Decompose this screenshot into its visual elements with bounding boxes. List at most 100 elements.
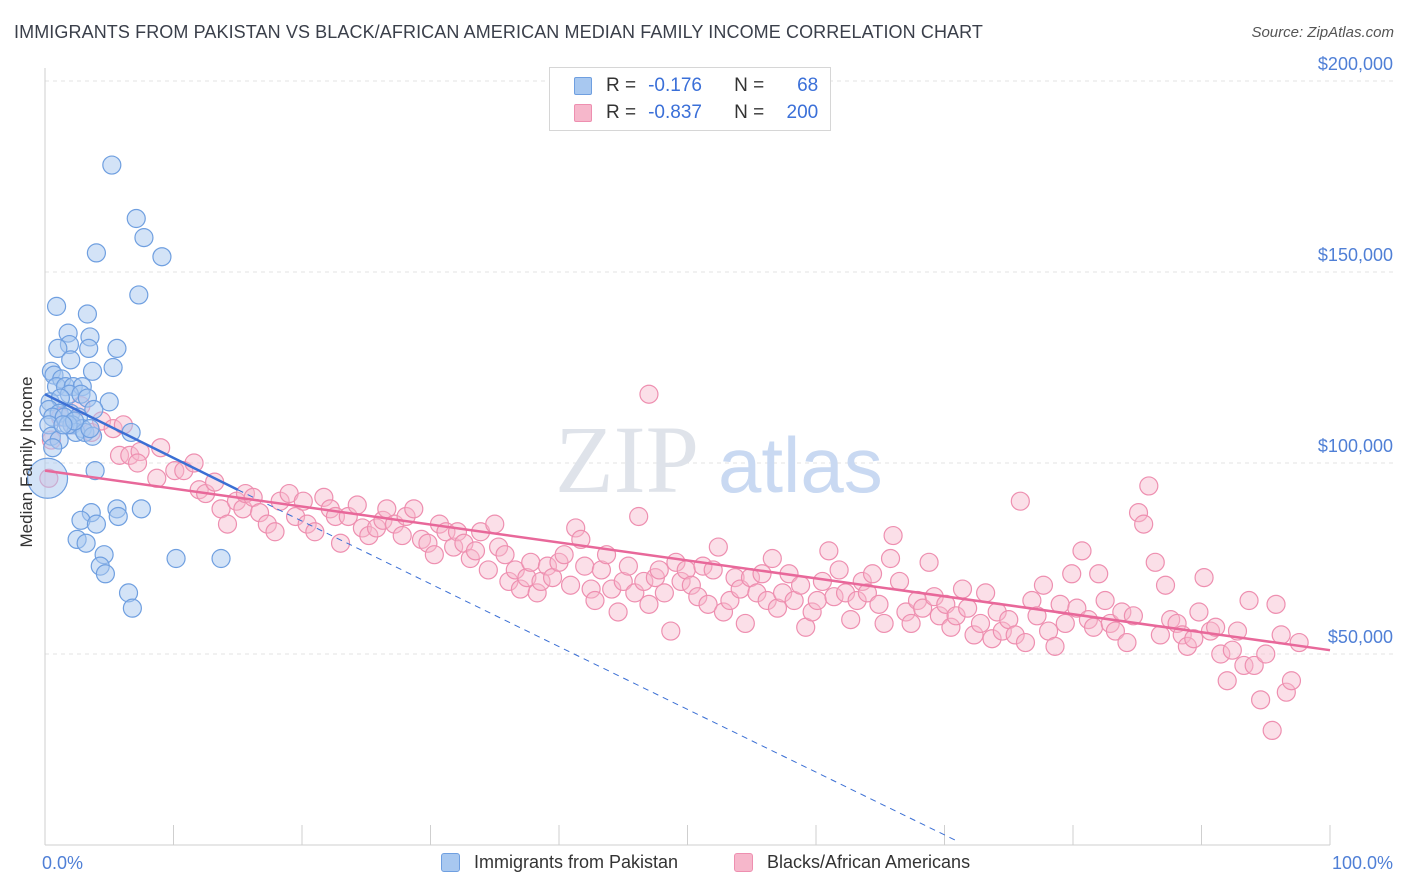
point-black-african-american <box>120 445 140 465</box>
point-pakistan <box>46 296 67 316</box>
point-black-african-american <box>505 560 525 580</box>
point-black-african-american <box>762 548 782 569</box>
y-tick-label: $200,000 <box>1318 54 1393 74</box>
point-black-african-american <box>465 541 486 561</box>
point-black-african-american <box>812 571 833 592</box>
point-black-african-american <box>688 587 708 607</box>
x-tick-label-min: 0.0% <box>42 853 83 873</box>
point-black-african-american <box>970 613 991 634</box>
y-tick-label: $150,000 <box>1318 245 1393 265</box>
point-black-african-american <box>1211 644 1231 664</box>
point-black-african-american <box>359 525 379 546</box>
point-black-african-american <box>698 594 718 614</box>
series-legend: Immigrants from Pakistan Blacks/African … <box>0 852 1406 878</box>
point-pakistan <box>79 338 99 358</box>
legend-r-value: -0.837 <box>648 102 702 123</box>
point-black-african-american <box>1266 594 1286 614</box>
point-black-african-american <box>1145 552 1165 572</box>
point-black-african-american <box>713 602 734 622</box>
point-black-african-american <box>1015 632 1036 653</box>
watermark-atlas: atlas <box>718 421 883 509</box>
point-black-african-american <box>1083 617 1104 637</box>
legend-swatch-pink <box>574 104 592 122</box>
point-black-african-american <box>613 571 633 592</box>
legend-label-black: Blacks/African Americans <box>767 852 971 872</box>
point-black-african-american <box>1139 476 1159 496</box>
point-black-african-american <box>1177 636 1197 656</box>
point-black-african-american <box>249 503 270 523</box>
point-black-african-american <box>527 583 547 603</box>
point-black-african-american <box>366 518 387 538</box>
point-black-african-american <box>566 518 586 538</box>
point-black-african-american <box>608 602 628 622</box>
point-black-african-american <box>575 556 595 576</box>
point-pakistan <box>86 243 107 263</box>
point-black-african-american <box>1055 613 1075 634</box>
point-pakistan <box>126 208 146 229</box>
point-pakistan <box>95 564 115 584</box>
point-black-african-american <box>1117 632 1137 653</box>
point-black-african-american <box>919 552 939 572</box>
point-black-african-american <box>1027 606 1047 626</box>
point-black-african-american <box>824 587 844 607</box>
point-black-african-american <box>883 525 903 546</box>
point-black-african-american <box>747 583 767 603</box>
point-black-african-american <box>829 560 849 580</box>
watermark: ZIP atlas <box>555 406 883 513</box>
point-black-african-american <box>499 571 519 592</box>
point-black-african-american <box>654 583 674 603</box>
point-black-african-american <box>1033 575 1054 595</box>
point-black-african-american <box>958 598 978 618</box>
point-black-african-american <box>314 487 334 507</box>
point-black-african-american <box>1134 514 1154 534</box>
y-tick-label: $50,000 <box>1328 627 1393 647</box>
point-black-african-american <box>757 590 777 611</box>
point-black-african-american <box>1067 598 1087 618</box>
trend-black-african-american <box>44 469 1331 652</box>
point-black-african-american <box>1222 640 1242 660</box>
point-black-african-american <box>964 625 984 645</box>
point-black-african-american <box>869 594 889 614</box>
point-black-african-american <box>941 617 961 637</box>
point-black-african-american <box>752 564 772 584</box>
point-black-african-american <box>1128 503 1149 523</box>
point-pakistan <box>211 548 231 569</box>
point-black-african-american <box>265 522 285 542</box>
point-black-african-american <box>257 514 277 534</box>
point-black-african-american <box>639 384 659 404</box>
point-black-african-american <box>1062 564 1082 584</box>
point-black-african-american <box>560 575 581 595</box>
point-pakistan <box>61 350 81 370</box>
point-black-african-american <box>880 548 901 569</box>
point-black-african-american <box>1072 541 1092 561</box>
point-pakistan <box>102 155 122 175</box>
point-black-african-american <box>681 575 701 595</box>
point-pakistan <box>134 228 154 248</box>
legend-item-black[interactable]: Blacks/African Americans <box>734 852 970 873</box>
axes <box>44 68 1331 846</box>
point-pakistan <box>103 357 123 378</box>
x-tick-label-max: 100.0% <box>1332 853 1393 873</box>
point-black-african-american <box>1262 720 1282 741</box>
point-black-african-american <box>1189 602 1209 622</box>
legend-item-pakistan[interactable]: Immigrants from Pakistan <box>441 852 678 873</box>
point-black-african-american <box>537 556 558 576</box>
point-black-african-american <box>1123 606 1143 626</box>
chart-title: IMMIGRANTS FROM PAKISTAN VS BLACK/AFRICA… <box>14 22 984 42</box>
point-black-african-american <box>495 545 515 565</box>
point-black-african-american <box>1089 564 1109 584</box>
source-label: Source: ZipAtlas.com <box>1251 24 1394 41</box>
legend-r-label: R = <box>606 75 637 96</box>
point-black-african-american <box>1194 567 1214 588</box>
point-black-african-american <box>1234 655 1254 676</box>
point-black-african-american <box>127 453 148 473</box>
point-black-african-american <box>1010 491 1030 511</box>
legend-r-label: R = <box>606 102 637 123</box>
point-black-african-american <box>952 579 973 599</box>
point-black-african-american <box>862 564 883 584</box>
point-black-african-american <box>581 579 601 599</box>
point-black-african-american <box>285 506 306 527</box>
point-black-african-american <box>618 556 638 576</box>
series-pakistan-points <box>26 155 231 618</box>
